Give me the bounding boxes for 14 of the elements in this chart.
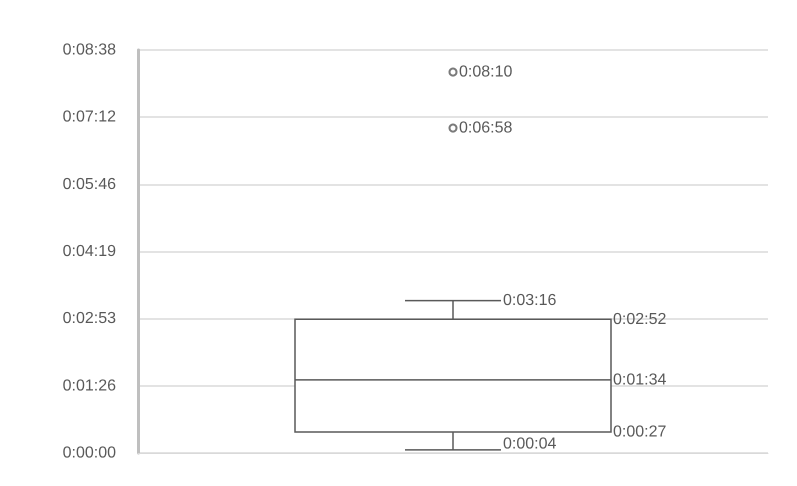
y-tick-label: 0:05:46 — [62, 176, 116, 193]
y-tick-label: 0:08:38 — [62, 42, 116, 58]
annotation: 0:03:16 — [503, 292, 556, 310]
annotation: 0:06:58 — [459, 120, 512, 137]
annotation: 0:08:10 — [459, 64, 512, 81]
y-tick-label: 0:04:19 — [62, 243, 116, 260]
annotation: 0:02:52 — [613, 310, 666, 328]
annotation: 0:01:34 — [613, 371, 666, 388]
y-tick-label: 0:00:00 — [62, 444, 116, 462]
y-tick-label: 0:01:26 — [62, 377, 116, 394]
annotation: 0:00:04 — [503, 435, 556, 452]
y-tick-label: 0:07:12 — [62, 108, 116, 126]
annotation: 0:00:27 — [613, 424, 666, 441]
y-tick-label: 0:02:53 — [62, 310, 116, 328]
